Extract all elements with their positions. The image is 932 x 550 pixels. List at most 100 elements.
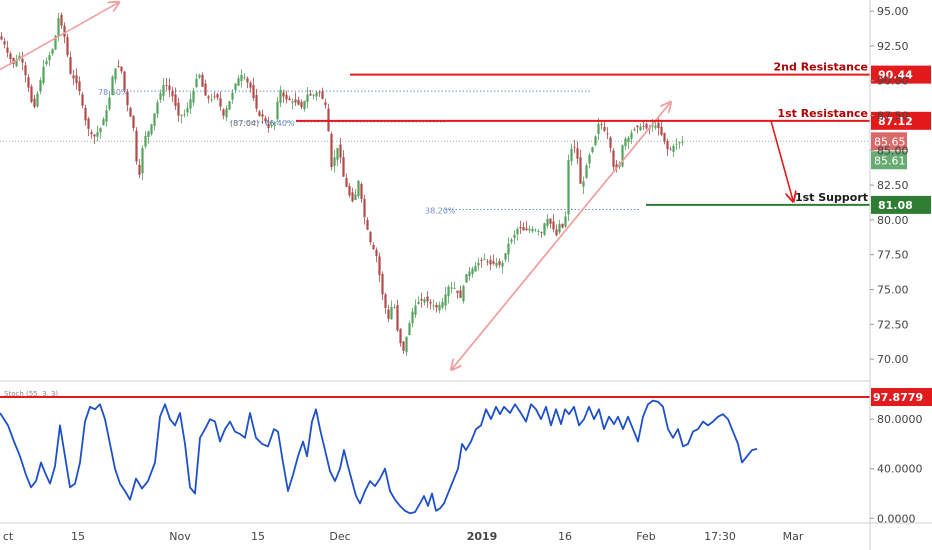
x-tick-label: Feb [636, 530, 655, 543]
candle-body [240, 74, 243, 82]
candle-body [468, 271, 471, 277]
candle-body [615, 164, 618, 169]
x-tick-label: ct [3, 530, 14, 543]
candle-body [564, 216, 567, 227]
support-label: 1st Support [795, 191, 868, 204]
candle-body [414, 305, 417, 315]
candle-body [570, 148, 573, 162]
candle-body [519, 227, 522, 229]
candle-body [363, 198, 366, 218]
candle-body [177, 102, 180, 116]
resistance-label: 1st Resistance [777, 107, 868, 120]
price-tick-label: 70.00 [877, 353, 909, 366]
candle-body [69, 57, 72, 74]
candle-body [141, 148, 144, 174]
candle-body [81, 94, 84, 106]
candle-body [252, 84, 255, 99]
candle-body [135, 130, 138, 162]
candle-body [66, 37, 69, 56]
candle-body [546, 218, 549, 227]
candle-body [645, 123, 648, 129]
candle-body [516, 228, 519, 235]
candle-body [204, 83, 207, 96]
candle-body [117, 66, 120, 67]
resistance-label: 2nd Resistance [774, 61, 868, 74]
candle-body [402, 341, 405, 351]
candle-body [534, 229, 537, 231]
forecast-arrow [770, 120, 793, 201]
candle-body [30, 86, 33, 102]
candle-body [585, 165, 588, 179]
candle-body [528, 228, 531, 231]
candle-body [237, 78, 240, 86]
candle-body [552, 221, 555, 230]
stoch-value-tag-label: 97.8779 [873, 391, 923, 404]
candle-body [294, 99, 297, 103]
candle-body [393, 307, 396, 308]
candle-body [312, 95, 315, 96]
price-tick-label: 72.50 [877, 318, 909, 331]
candle-body [9, 53, 12, 60]
candle-body [483, 258, 486, 260]
candle-body [558, 223, 561, 233]
resistance-price-tag-label: 87.12 [878, 115, 913, 128]
candle-body [162, 84, 165, 96]
candle-body [228, 101, 231, 110]
candle-body [354, 194, 357, 201]
candle-body [594, 136, 597, 146]
candle-body [288, 98, 291, 100]
resistance-price-tag-label: 90.44 [878, 69, 913, 82]
candle-body [378, 256, 381, 276]
price-tick-label: 92.50 [877, 40, 909, 53]
candle-body [129, 107, 132, 117]
candle-body [102, 119, 105, 126]
x-tick-label: 16 [558, 530, 572, 543]
candle-body [60, 14, 63, 26]
candle-body [342, 157, 345, 177]
candle-body [669, 148, 672, 150]
candle-body [120, 66, 123, 72]
candle-body [672, 145, 675, 152]
candle-body [609, 137, 612, 148]
candle-body [678, 142, 681, 144]
candlestick-series [0, 12, 684, 356]
candle-body [111, 76, 114, 96]
candle-body [90, 132, 93, 135]
candle-body [189, 99, 192, 109]
candle-body [360, 184, 363, 200]
candle-body [381, 274, 384, 295]
candle-body [537, 231, 540, 232]
candle-body [336, 147, 339, 160]
candle-body [234, 83, 237, 91]
candle-body [249, 82, 252, 88]
candle-body [165, 84, 168, 86]
support-resistance-levels: 2nd Resistance 90.44 1st Resistance 87.12 1s… [0, 61, 931, 214]
candle-body [159, 93, 162, 100]
candle-body [543, 223, 546, 235]
candle-body [621, 145, 624, 167]
candle-body [474, 265, 477, 272]
candle-body [651, 124, 654, 127]
candle-body [285, 94, 288, 100]
candle-body [612, 150, 615, 168]
candle-body [627, 137, 630, 143]
candle-body [45, 60, 48, 65]
candle-body [156, 102, 159, 114]
candle-body [105, 110, 108, 122]
trendline [0, 3, 118, 71]
candle-body [96, 132, 99, 137]
candle-body [372, 244, 375, 250]
x-tick-label: 2019 [467, 530, 498, 543]
candle-body [183, 114, 186, 116]
support-price-tag-label: 81.08 [878, 199, 913, 212]
candle-body [423, 299, 426, 303]
candle-body [663, 132, 666, 142]
resistance-price-tag [871, 65, 931, 84]
candle-body [459, 290, 462, 298]
candle-body [198, 74, 201, 78]
support-price-tag [871, 195, 931, 214]
candle-body [357, 180, 360, 197]
candle-body [456, 290, 459, 294]
candle-body [453, 288, 456, 289]
